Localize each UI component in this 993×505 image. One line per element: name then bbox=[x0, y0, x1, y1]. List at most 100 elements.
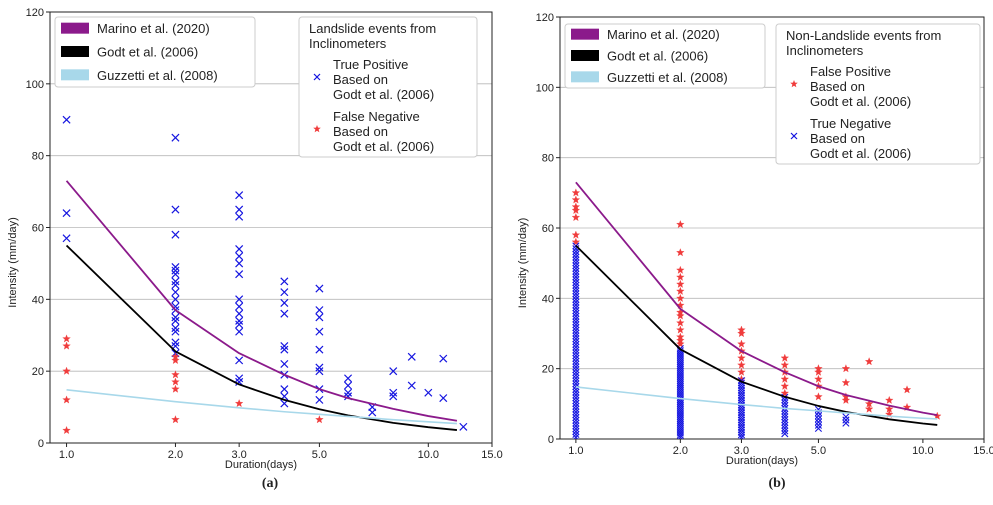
data-point bbox=[864, 404, 874, 413]
legend-swatch bbox=[571, 50, 599, 61]
legend-label: Godt et al. (2006) bbox=[333, 139, 434, 154]
legend-marker bbox=[790, 80, 798, 88]
data-point bbox=[368, 408, 377, 417]
data-point bbox=[572, 247, 580, 256]
data-point bbox=[780, 381, 790, 390]
data-point bbox=[572, 411, 580, 419]
data-point bbox=[571, 230, 581, 239]
legend-label: False Negative bbox=[333, 109, 420, 124]
data-point bbox=[676, 347, 684, 355]
data-point bbox=[315, 306, 324, 315]
data-point bbox=[572, 419, 580, 427]
curve-legend: Marino et al. (2020) Godt et al. (2006) Gu… bbox=[564, 23, 766, 89]
data-point bbox=[737, 353, 746, 362]
data-area bbox=[62, 115, 468, 435]
data-point bbox=[407, 381, 416, 390]
data-point bbox=[814, 418, 823, 426]
data-point bbox=[235, 212, 244, 221]
data-area bbox=[571, 181, 942, 439]
data-point bbox=[235, 295, 244, 304]
data-point bbox=[235, 320, 244, 329]
data-point bbox=[780, 360, 790, 369]
data-point bbox=[572, 430, 580, 439]
legend-swatch bbox=[571, 28, 599, 40]
data-point bbox=[676, 272, 685, 281]
legend-box bbox=[54, 16, 256, 88]
data-point bbox=[171, 415, 180, 424]
data-point bbox=[171, 277, 180, 286]
data-point bbox=[171, 355, 180, 364]
data-point bbox=[572, 301, 580, 309]
data-point bbox=[171, 205, 180, 214]
legend-label: Marino et al. (2020) bbox=[607, 27, 720, 42]
curve-marino bbox=[575, 181, 938, 416]
data-point bbox=[572, 405, 580, 413]
legend-title: Inclinometers bbox=[309, 36, 387, 51]
data-point bbox=[280, 359, 289, 369]
data-point bbox=[171, 230, 180, 239]
data-point bbox=[571, 205, 581, 214]
data-point bbox=[572, 298, 580, 306]
curve-marino bbox=[65, 180, 458, 422]
data-point bbox=[572, 402, 580, 410]
data-point bbox=[62, 341, 71, 350]
data-point bbox=[572, 253, 580, 261]
data-point bbox=[171, 295, 180, 304]
data-point bbox=[62, 395, 71, 404]
data-point bbox=[572, 307, 580, 315]
data-point bbox=[171, 324, 180, 333]
legend-title: Non-Landslide events from bbox=[786, 28, 941, 43]
chart-panel-b: 0 20 40 60 80 100 120 1.0 2.0 3.0 5.0 10.0 15.0 Durat… bbox=[517, 12, 993, 491]
data-point bbox=[572, 383, 580, 391]
data-point bbox=[280, 385, 289, 394]
legend-label: False Positive bbox=[810, 64, 891, 79]
legend-label: Guzzetti et al. (2008) bbox=[97, 68, 218, 83]
data-point bbox=[572, 304, 580, 312]
data-point bbox=[781, 418, 789, 427]
data-point bbox=[62, 426, 71, 435]
data-point bbox=[280, 298, 289, 307]
data-point bbox=[389, 367, 398, 376]
data-point bbox=[572, 394, 580, 402]
data-point bbox=[171, 377, 180, 386]
data-point bbox=[315, 345, 324, 354]
x-tick-label: 1.0 bbox=[59, 449, 74, 461]
data-point bbox=[315, 284, 324, 293]
data-point bbox=[572, 284, 580, 292]
data-point bbox=[572, 368, 580, 377]
data-point bbox=[737, 360, 746, 369]
legend-box bbox=[564, 23, 766, 89]
data-point bbox=[235, 259, 244, 268]
data-point bbox=[235, 205, 244, 214]
data-point bbox=[572, 397, 580, 405]
data-point bbox=[572, 391, 580, 399]
legend-box bbox=[775, 23, 981, 165]
data-point bbox=[676, 248, 685, 257]
data-point bbox=[572, 281, 580, 289]
panel-label: (b) bbox=[768, 476, 785, 491]
data-point bbox=[572, 354, 580, 363]
data-point bbox=[572, 318, 580, 326]
data-point bbox=[171, 384, 180, 393]
data-point bbox=[235, 374, 244, 383]
data-point bbox=[235, 245, 244, 254]
y-axis-label: Intensity (mm/day) bbox=[517, 218, 529, 308]
data-point bbox=[572, 323, 580, 332]
data-point bbox=[781, 421, 789, 429]
data-point bbox=[315, 395, 324, 404]
series-true-negative bbox=[572, 242, 850, 439]
y-axis-label: Intensity (mm/day) bbox=[7, 217, 19, 307]
x-tick-label: 2.0 bbox=[168, 449, 183, 461]
data-point bbox=[572, 422, 580, 430]
x-tick-label: 10.0 bbox=[418, 449, 439, 461]
data-point bbox=[572, 270, 580, 278]
data-point bbox=[389, 392, 398, 401]
y-tick-label: 40 bbox=[542, 293, 554, 305]
data-point bbox=[572, 352, 580, 360]
curve-guzzetti bbox=[575, 386, 938, 420]
data-point bbox=[572, 413, 580, 422]
legend-label: Godt et al. (2006) bbox=[333, 87, 434, 102]
data-point bbox=[676, 265, 685, 274]
